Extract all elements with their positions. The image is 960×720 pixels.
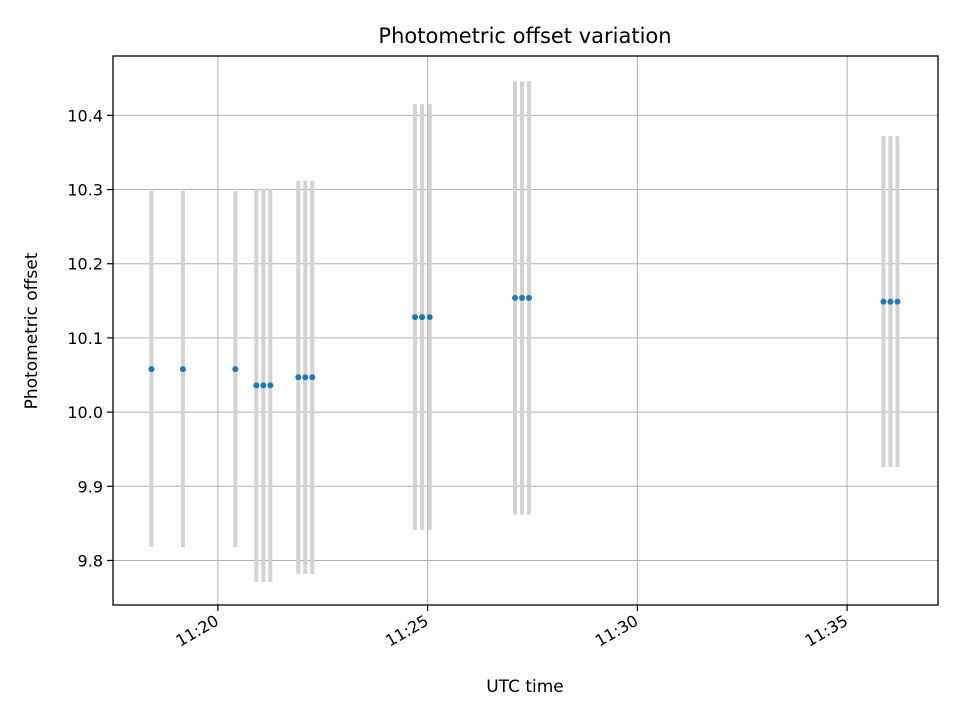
y-tick-label: 10.3 <box>67 181 103 200</box>
data-point <box>894 298 901 305</box>
data-point <box>426 314 433 321</box>
y-tick-label: 10.4 <box>67 106 103 125</box>
data-point <box>179 366 186 373</box>
y-tick-label: 10.0 <box>67 403 103 422</box>
data-point <box>148 366 155 373</box>
data-point <box>887 298 894 305</box>
data-point <box>309 374 316 381</box>
y-tick-label: 9.9 <box>78 477 103 496</box>
data-point <box>880 298 887 305</box>
data-point <box>267 382 274 389</box>
data-point <box>232 366 239 373</box>
y-tick-label: 10.2 <box>67 255 103 274</box>
plot-frame <box>112 55 939 606</box>
data-point <box>412 314 419 321</box>
data-point <box>525 294 532 301</box>
data-point <box>260 382 267 389</box>
data-point <box>512 294 519 301</box>
data-points <box>148 294 901 389</box>
data-point <box>419 314 426 321</box>
data-point <box>302 374 309 381</box>
x-axis-label: UTC time <box>486 677 564 697</box>
grid <box>113 56 938 605</box>
y-axis-label: Photometric offset <box>22 252 42 409</box>
data-point <box>295 374 302 381</box>
y-tick-label: 9.8 <box>78 551 103 570</box>
data-point <box>519 294 526 301</box>
y-tick-label: 10.1 <box>67 329 103 348</box>
y-axis-ticks: 9.8 9.9 10.0 10.1 10.2 10.3 10.4 <box>67 106 113 570</box>
chart-title: Photometric offset variation <box>378 24 671 48</box>
data-point <box>253 382 260 389</box>
